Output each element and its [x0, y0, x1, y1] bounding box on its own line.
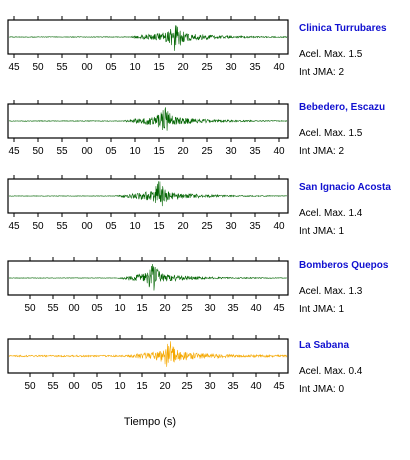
tick-label: 30 [204, 303, 216, 314]
tick-label: 55 [56, 221, 68, 232]
panel-frame [7, 178, 289, 214]
tick-label: 45 [273, 381, 285, 392]
tick-label: 15 [136, 381, 148, 392]
tick-label: 40 [273, 62, 285, 73]
tick-label: 05 [91, 303, 103, 314]
tick-label: 50 [32, 221, 44, 232]
panel-frame [7, 338, 289, 374]
tick-label: 25 [181, 303, 193, 314]
tick-label: 35 [249, 221, 261, 232]
tick-label: 20 [177, 62, 189, 73]
tick-label: 00 [81, 146, 93, 157]
tick-label: 55 [56, 62, 68, 73]
tick-label: 25 [201, 62, 213, 73]
tick-label: 55 [56, 146, 68, 157]
tick-label: 10 [114, 381, 126, 392]
tick-label: 20 [159, 381, 171, 392]
jma-intensity-label: Int JMA: 2 [299, 67, 345, 78]
tick-label: 35 [227, 303, 239, 314]
tick-label: 20 [177, 146, 189, 157]
waveform-trace [8, 263, 288, 291]
tick-label: 40 [250, 381, 262, 392]
tick-label: 15 [153, 62, 165, 73]
tick-label: 40 [273, 221, 285, 232]
tick-label: 15 [153, 146, 165, 157]
tick-label: 10 [114, 303, 126, 314]
tick-label: 45 [273, 303, 285, 314]
tick-label: 50 [24, 303, 36, 314]
tick-label: 15 [153, 221, 165, 232]
tick-label: 25 [181, 381, 193, 392]
tick-label: 45 [8, 221, 20, 232]
tick-label: 25 [201, 146, 213, 157]
tick-label: 50 [32, 146, 44, 157]
tick-label: 00 [81, 221, 93, 232]
acel-max-label: Acel. Max. 1.4 [299, 208, 363, 219]
tick-label: 15 [136, 303, 148, 314]
waveform-trace [8, 341, 288, 367]
tick-label: 30 [225, 221, 237, 232]
tick-label: 35 [249, 146, 261, 157]
tick-label: 00 [81, 62, 93, 73]
tick-label: 45 [8, 146, 20, 157]
tick-label: 35 [249, 62, 261, 73]
tick-label: 35 [227, 381, 239, 392]
station-name: Clinica Turrubares [299, 23, 387, 34]
tick-label: 05 [105, 221, 117, 232]
acel-max-label: Acel. Max. 1.3 [299, 286, 363, 297]
acel-max-label: Acel. Max. 1.5 [299, 128, 363, 139]
jma-intensity-label: Int JMA: 1 [299, 226, 345, 237]
tick-label: 40 [250, 303, 262, 314]
tick-label: 50 [32, 62, 44, 73]
tick-label: 10 [129, 62, 141, 73]
acel-max-label: Acel. Max. 1.5 [299, 49, 363, 60]
tick-label: 00 [68, 303, 80, 314]
jma-intensity-label: Int JMA: 2 [299, 146, 345, 157]
tick-label: 20 [177, 221, 189, 232]
x-axis-title: Tiempo (s) [123, 416, 177, 428]
tick-label: 10 [129, 146, 141, 157]
tick-label: 50 [24, 381, 36, 392]
tick-label: 20 [159, 303, 171, 314]
jma-intensity-label: Int JMA: 1 [299, 304, 345, 315]
tick-label: 30 [225, 146, 237, 157]
tick-label: 10 [129, 221, 141, 232]
tick-label: 30 [204, 381, 216, 392]
tick-label: 45 [8, 62, 20, 73]
tick-label: 30 [225, 62, 237, 73]
tick-label: 55 [47, 381, 59, 392]
station-name: San Ignacio Acosta [299, 182, 391, 193]
waveform-trace [8, 181, 288, 207]
panel-frame [7, 103, 289, 139]
waveform-trace [8, 107, 288, 131]
waveform-trace [8, 25, 288, 51]
tick-label: 55 [47, 303, 59, 314]
jma-intensity-label: Int JMA: 0 [299, 384, 345, 395]
tick-label: 05 [105, 62, 117, 73]
station-name: La Sabana [299, 340, 350, 351]
tick-label: 00 [68, 381, 80, 392]
station-name: Bebedero, Escazu [299, 102, 386, 113]
tick-label: 05 [105, 146, 117, 157]
tick-label: 40 [273, 146, 285, 157]
panel-frame [7, 260, 289, 296]
tick-label: 25 [201, 221, 213, 232]
tick-label: 05 [91, 381, 103, 392]
station-name: Bomberos Quepos [299, 260, 389, 271]
panel-frame [7, 19, 289, 55]
acel-max-label: Acel. Max. 0.4 [299, 366, 363, 377]
